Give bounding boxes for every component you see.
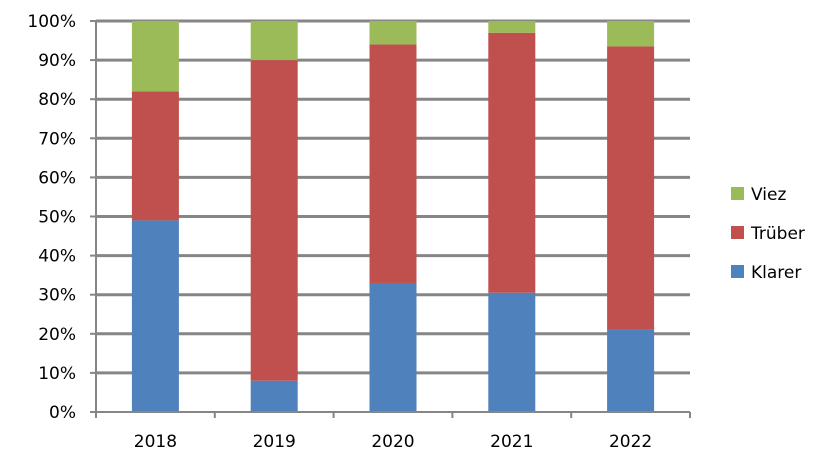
y-tick-label: 40%: [38, 247, 76, 267]
legend-swatch-klarer: [731, 265, 744, 278]
bar-viez-2019: [250, 21, 298, 61]
bar-viez-2020: [369, 21, 417, 45]
y-tick-label: 70%: [38, 129, 76, 149]
x-tick-label: 2022: [609, 432, 652, 452]
y-tick-label: 100%: [27, 12, 76, 32]
legend-label-tr-ber: Trüber: [750, 224, 805, 244]
bar-viez-2018: [131, 21, 179, 92]
axes: 0% 10% 20% 30% 40% 50% 60% 70% 80% 90% 100% 2018 201…: [27, 12, 691, 452]
y-tick-label: 60%: [38, 168, 76, 188]
bar-klarer-2022: [607, 329, 655, 412]
x-tick-label: 2020: [371, 432, 414, 452]
x-tick-label: 2018: [134, 432, 177, 452]
y-tick-label: 10%: [38, 364, 76, 384]
bar-tr-ber-2020: [369, 44, 417, 283]
bar-tr-ber-2022: [607, 46, 655, 330]
y-tick-label: 50%: [38, 208, 76, 228]
y-tick-label: 90%: [38, 51, 76, 71]
bar-viez-2021: [488, 21, 536, 33]
y-tick-label: 20%: [38, 325, 76, 345]
bars: [131, 21, 655, 412]
bar-klarer-2020: [369, 282, 417, 412]
legend-swatch-tr-ber: [731, 226, 744, 239]
x-tick-label: 2021: [490, 432, 533, 452]
bar-tr-ber-2018: [131, 91, 179, 221]
legend-label-klarer: Klarer: [751, 263, 801, 283]
legend: Viez Trüber Klarer: [731, 185, 805, 283]
y-tick-label: 80%: [38, 90, 76, 110]
legend-label-viez: Viez: [751, 185, 786, 205]
x-tick-label: 2019: [253, 432, 296, 452]
legend-swatch-viez: [731, 187, 744, 200]
y-tick-label: 0%: [49, 403, 76, 423]
bar-viez-2022: [607, 21, 655, 47]
bar-klarer-2018: [131, 220, 179, 412]
y-tick-label: 30%: [38, 286, 76, 306]
bar-tr-ber-2021: [488, 32, 536, 293]
bar-tr-ber-2019: [250, 60, 298, 381]
bar-klarer-2019: [250, 380, 298, 412]
bar-klarer-2021: [488, 292, 536, 412]
